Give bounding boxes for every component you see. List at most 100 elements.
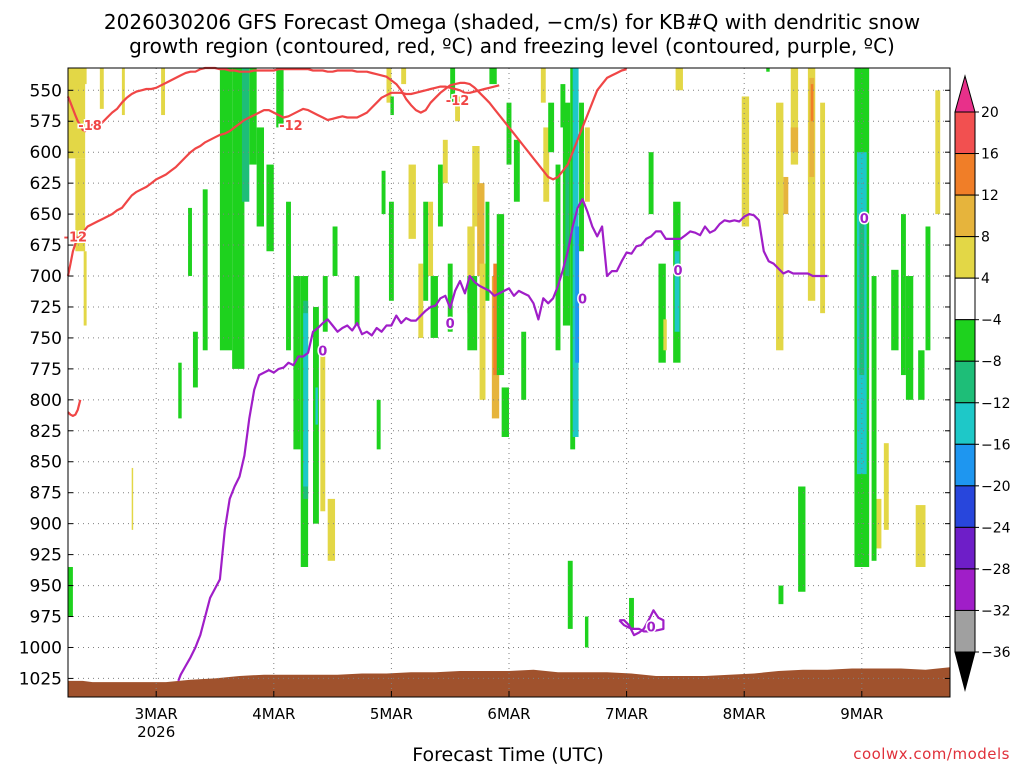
omega-cell — [790, 68, 799, 165]
terrain-layer — [68, 667, 950, 697]
omega-cell — [776, 102, 784, 351]
x-tick-label: 4MAR — [252, 705, 295, 723]
omega-cell — [161, 68, 166, 116]
omega-cell — [408, 164, 416, 239]
omega-cell — [401, 68, 407, 85]
x-tick-label: 3MAR — [135, 705, 178, 723]
omega-cell — [381, 170, 386, 215]
colorbar: 20 16 12 8 4 −4 −8 −12 −16 −20 −24 −28 −32 −36 — [954, 74, 1011, 692]
colorbar-bin — [954, 609, 976, 653]
omega-cell — [513, 139, 520, 202]
y-tick-label: 675 — [30, 236, 62, 256]
omega-cell — [477, 183, 485, 277]
omega-cell — [472, 146, 480, 227]
dgz-contour-edge — [67, 399, 82, 417]
colorbar-bin — [954, 568, 976, 611]
x-tick-label: 6MAR — [487, 705, 530, 723]
omega-cell — [423, 201, 429, 301]
colorbar-label: −8 — [981, 354, 1002, 370]
contour-layer: -18 -12 -12 -12 0 0 0 0 0 0 — [62, 66, 870, 682]
omega-cell — [388, 201, 394, 301]
omega-cell — [555, 164, 561, 351]
y-tick-label: 625 — [30, 174, 62, 194]
y-tick-label: 575 — [30, 112, 62, 132]
y-tick-label: 725 — [30, 298, 62, 318]
omega-cell — [219, 68, 233, 351]
omega-cell — [766, 68, 770, 72]
omega-cell — [648, 152, 654, 215]
omega-cell — [918, 350, 925, 400]
omega-cell — [675, 68, 683, 91]
omega-cell — [790, 127, 799, 153]
colorbar-bin — [954, 402, 976, 445]
omega-cell — [99, 68, 104, 109]
contour-label: -12 — [446, 94, 470, 109]
omega-cell — [820, 102, 826, 314]
omega-cell — [575, 226, 580, 363]
omega-cell — [293, 276, 301, 450]
omega-cell — [501, 387, 509, 437]
omega-cell — [809, 77, 815, 177]
omega-cell — [778, 585, 784, 605]
colorbar-label: −12 — [981, 396, 1011, 412]
y-tick-label: 875 — [30, 484, 62, 504]
omega-cell — [548, 102, 555, 153]
x-tick-sublabel: 2026 — [137, 723, 175, 741]
contour-label: 0 — [647, 620, 656, 635]
colorbar-bin — [954, 111, 976, 155]
x-tick-label: 7MAR — [605, 705, 648, 723]
omega-cell — [390, 96, 394, 116]
omega-cell — [428, 201, 434, 277]
x-tick-label: 5MAR — [370, 705, 413, 723]
omega-cell — [479, 263, 486, 400]
omega-shading-layer — [68, 68, 941, 648]
omega-cell — [810, 84, 814, 122]
omega-cell — [629, 597, 634, 629]
chart-title-line2: growth region (contoured, red, ºC) and f… — [129, 34, 895, 58]
omega-cell — [232, 68, 245, 369]
omega-cell — [121, 68, 125, 116]
omega-cell — [905, 276, 914, 400]
omega-cell — [202, 189, 208, 351]
contour-label: -12 — [64, 230, 88, 245]
colorbar-label: 4 — [981, 271, 990, 287]
omega-cell — [584, 127, 590, 202]
omega-cell — [493, 263, 498, 376]
omega-cell — [901, 214, 906, 376]
colorbar-bin — [954, 526, 976, 570]
omega-cell — [303, 313, 309, 487]
x-tick-label: 8MAR — [723, 705, 766, 723]
contour-label: 0 — [860, 212, 869, 227]
omega-cell — [798, 486, 806, 592]
x-axis-label: Forecast Time (UTC) — [412, 744, 604, 766]
omega-cell — [75, 68, 87, 85]
colorbar-bin — [954, 236, 976, 279]
colorbar-label: 16 — [981, 147, 999, 163]
omega-cell — [658, 263, 666, 363]
y-tick-label: 650 — [30, 205, 62, 225]
colorbar-bin — [954, 194, 976, 238]
omega-cell — [807, 68, 816, 301]
colorbar-label: −28 — [981, 562, 1011, 578]
omega-cell — [915, 505, 926, 567]
contour-label: -18 — [78, 119, 102, 134]
omega-cell — [489, 68, 497, 85]
colorbar-label: −24 — [981, 520, 1011, 536]
contour-label: -12 — [279, 119, 303, 134]
omega-cell — [579, 102, 584, 252]
omega-cell — [935, 90, 941, 215]
omega-cell — [584, 616, 589, 648]
omega-cell — [496, 214, 505, 376]
omega-cell — [521, 331, 527, 400]
omega-cell — [891, 269, 899, 351]
site-credit: coolwx.com/models — [853, 745, 1010, 763]
omega-cell — [871, 276, 877, 561]
colorbar-label: −16 — [981, 437, 1011, 453]
colorbar-bin — [954, 360, 976, 404]
omega-cell — [75, 158, 86, 252]
gridlines — [68, 68, 950, 697]
omega-cell — [276, 68, 284, 128]
y-tick-label: 950 — [30, 577, 62, 597]
omega-cell — [178, 362, 182, 419]
